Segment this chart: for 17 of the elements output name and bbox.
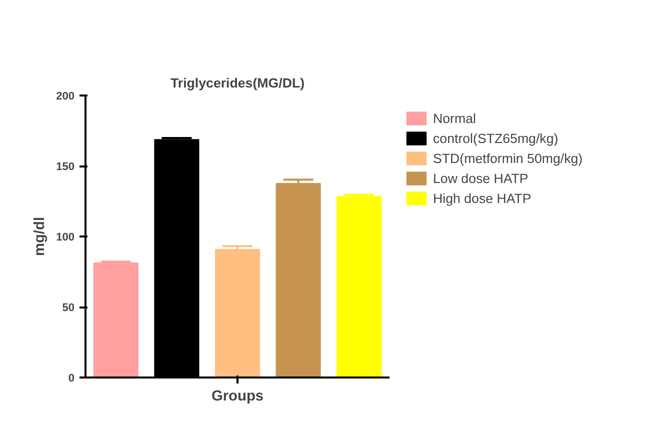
bar bbox=[214, 248, 260, 378]
x-axis-title: Groups bbox=[211, 388, 264, 404]
legend-label: Low dose HATP bbox=[433, 170, 528, 186]
legend-label: STD(metformin 50mg/kg) bbox=[433, 150, 583, 166]
bar bbox=[336, 196, 382, 378]
legend-label: Normal bbox=[433, 110, 476, 126]
legend-label: High dose HATP bbox=[433, 190, 532, 206]
y-tick-label: 100 bbox=[56, 232, 75, 244]
y-tick-label: 200 bbox=[56, 90, 75, 102]
y-tick-label: 0 bbox=[68, 372, 75, 384]
y-tick-label: 50 bbox=[62, 302, 75, 314]
bar bbox=[276, 182, 321, 378]
bar bbox=[93, 262, 138, 378]
chart-title: Triglycerides(MG/DL) bbox=[170, 76, 305, 90]
legend-label: control(STZ65mg/kg) bbox=[433, 130, 558, 146]
y-tick-label: 150 bbox=[56, 161, 75, 173]
y-axis-title: mg/dl bbox=[32, 216, 48, 256]
